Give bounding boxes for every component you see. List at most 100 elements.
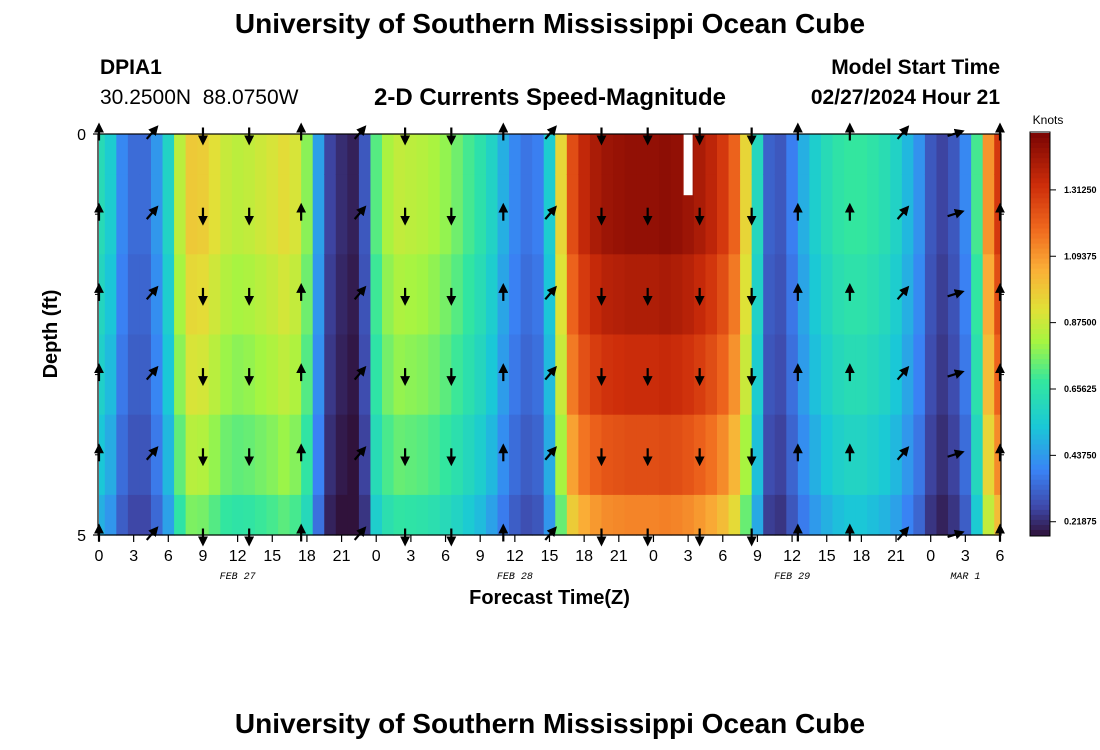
heatmap-cell [416,174,429,255]
heatmap-cell [786,174,799,255]
heatmap-cell [901,334,914,416]
heatmap-cell [254,334,268,416]
colorbar-unit: Knots [1033,113,1064,127]
heatmap-cell [555,254,568,336]
heatmap-cell [485,174,499,255]
heatmap-cell [104,254,117,336]
colorbar-segment [1030,394,1050,400]
colorbar-segment [1030,354,1050,360]
colorbar-segment [1030,399,1050,405]
heatmap-cell [174,494,187,536]
heatmap-cell [197,494,210,536]
heatmap-cell [959,134,972,175]
current-arrow [544,365,557,381]
heatmap-cell [382,254,395,336]
heatmap-cell [809,414,822,496]
heatmap-cell [370,174,383,255]
heatmap-cell [740,174,753,255]
heatmap-cell [127,134,141,175]
heatmap-cell [532,134,545,175]
heatmap-cell [208,254,221,336]
colorbar-segment [1030,318,1050,325]
heatmap-cell [624,134,637,175]
colorbar-segment [1030,238,1050,245]
heatmap-cell [99,174,106,255]
heatmap-cell [601,134,614,175]
colorbar-segment [1030,504,1050,511]
heatmap-cell [624,334,637,416]
heatmap-cell [393,334,406,416]
heatmap-cell [509,174,522,255]
colorbar-segment [1030,479,1050,486]
colorbar-segment [1030,344,1050,350]
colorbar-segment [1030,449,1050,456]
heatmap-cell [370,494,383,536]
heatmap-cell [613,254,626,336]
heatmap-cell [312,134,325,175]
heatmap-cell [485,494,499,536]
heatmap-cell [474,334,487,416]
colorbar-segment [1030,288,1050,295]
heatmap-cell [763,254,776,336]
heatmap-cell [208,134,221,175]
heatmap-cell [127,334,141,416]
colorbar-tick-label: 1.09375 [1064,251,1097,261]
colorbar-segment [1030,424,1050,431]
colorbar-segment [1030,524,1050,531]
heatmap-cell [740,494,753,536]
heatmap-cell [901,174,914,255]
heatmap-cell [289,494,302,536]
footer-title: University of Southern Mississippi Ocean… [234,708,866,739]
x-tick-label: 12 [229,548,247,565]
heatmap-cell [890,134,903,175]
heatmap-cell [890,174,903,255]
heatmap-cell [509,494,522,536]
y-axis-label: Depth (ft) [40,290,62,379]
heatmap-cell [924,494,938,536]
heatmap-cell [358,414,372,496]
heatmap-cell [728,414,741,496]
heatmap-cell [555,174,568,255]
colorbar-segment [1030,494,1050,501]
heatmap-cell [601,494,614,536]
heatmap-cell [682,414,695,496]
heatmap-cell [382,494,395,536]
heatmap-cell [913,494,926,536]
heatmap-cell [104,174,117,255]
heatmap-cell [659,414,672,496]
colorbar-segment [1030,384,1050,390]
heatmap-cell [335,494,348,536]
heatmap-cell [959,174,972,255]
colorbar-segment [1030,313,1050,320]
heatmap-cell [220,414,233,496]
colorbar-segment [1030,278,1050,285]
heatmap-cell [485,254,499,336]
heatmap-cell [624,254,637,336]
heatmap-cell [150,334,164,416]
heatmap-cell [174,174,187,255]
heatmap-cell [820,134,834,175]
colorbar-segment [1030,188,1050,194]
heatmap-cell [670,174,683,255]
heatmap-cell [774,254,787,336]
heatmap-cell [451,174,464,255]
heatmap-cell [428,254,441,336]
heatmap-cell [636,414,649,496]
heatmap-cell [867,134,880,175]
x-tick-label: 0 [926,548,935,565]
heatmap-cell [405,414,418,496]
heatmap-cell [774,494,787,536]
colorbar-segment [1030,364,1050,370]
heatmap-cell [647,254,660,336]
heatmap-cell [416,334,429,416]
heatmap-cell [555,494,568,536]
heatmap-cell [982,414,995,496]
x-tick-label: 18 [298,548,316,565]
heatmap-cell [520,174,533,255]
colorbar-tick-label: 0.43750 [1064,450,1097,460]
heatmap-cell [462,494,476,536]
heatmap-cell [832,494,845,536]
heatmap-cell [797,254,811,336]
heatmap-cell [890,334,903,416]
heatmap-cell [335,254,348,336]
